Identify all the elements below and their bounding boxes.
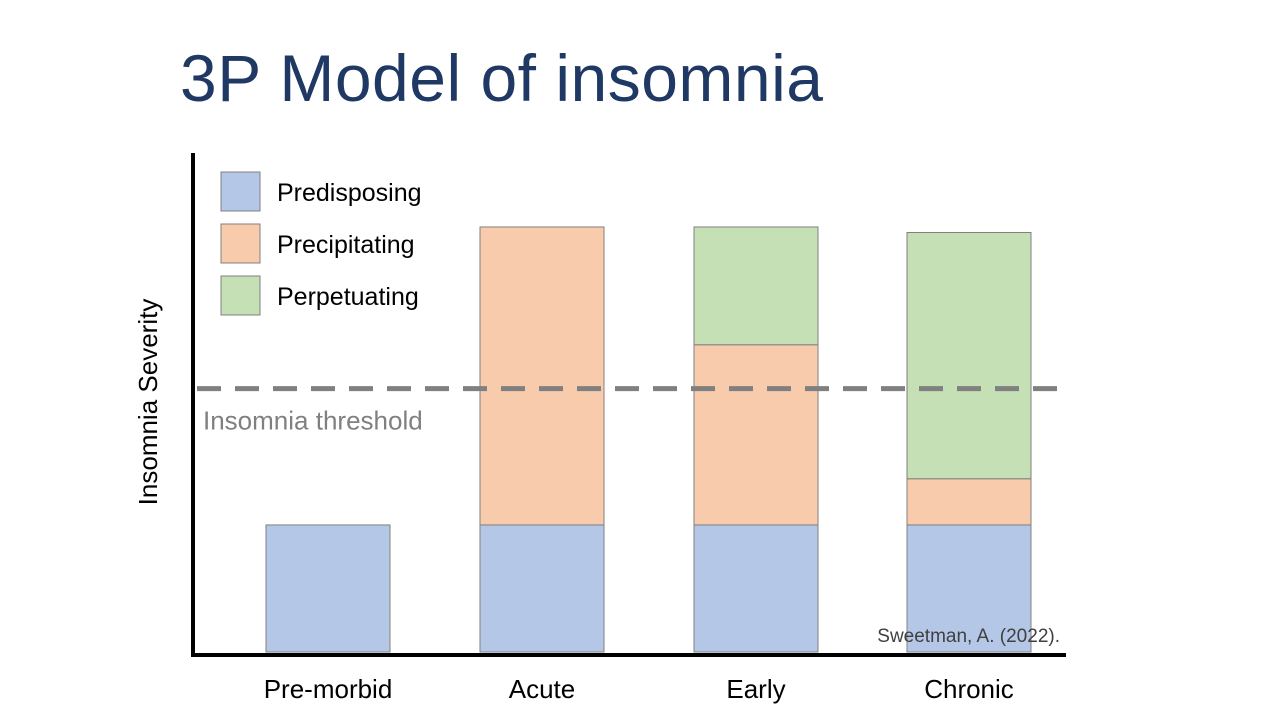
legend-label-perpetuating: Perpetuating: [277, 283, 419, 311]
category-label: Pre-morbid: [264, 674, 393, 704]
legend-swatch-perpetuating: [220, 275, 261, 316]
bar-early-perpetuating: [693, 226, 819, 346]
category-label: Early: [726, 674, 785, 704]
source-citation: Sweetman, A. (2022).: [877, 626, 1060, 647]
bar-acute-predisposing: [479, 524, 605, 653]
bar-chronic-predisposing: [906, 524, 1032, 653]
bar-early-precipitating: [693, 344, 819, 526]
legend-label-predisposing: Predisposing: [277, 179, 422, 207]
bar-chronic-precipitating: [906, 478, 1032, 526]
category-labels: Pre-morbid Acute Early Chronic: [264, 674, 1014, 704]
legend-swatch-precipitating: [220, 223, 261, 264]
category-label: Chronic: [924, 674, 1014, 704]
legend-label-precipitating: Precipitating: [277, 231, 415, 259]
bars-group: [265, 226, 1032, 653]
legend: Predisposing Precipitating Perpetuating: [220, 171, 422, 316]
y-axis-label: Insomnia Severity: [133, 299, 163, 506]
threshold-label: Insomnia threshold: [203, 406, 423, 436]
category-label: Acute: [509, 674, 576, 704]
bar-chronic-perpetuating: [906, 232, 1032, 480]
page-title: 3P Model of insomnia: [180, 41, 824, 115]
bar-acute-precipitating: [479, 226, 605, 526]
bar-early-predisposing: [693, 524, 819, 653]
bar-pre-morbid-predisposing: [265, 524, 391, 653]
legend-swatch-predisposing: [220, 171, 261, 212]
